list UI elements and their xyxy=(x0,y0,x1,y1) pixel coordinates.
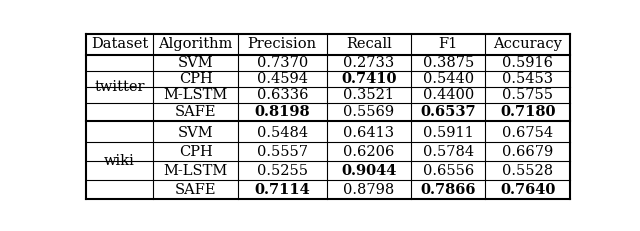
Text: wiki: wiki xyxy=(104,154,135,168)
Text: 0.8198: 0.8198 xyxy=(255,105,310,119)
Text: 0.5528: 0.5528 xyxy=(502,164,554,178)
Text: SAFE: SAFE xyxy=(175,183,216,197)
Text: 0.5755: 0.5755 xyxy=(502,88,553,102)
Text: 0.5453: 0.5453 xyxy=(502,72,554,86)
Text: Accuracy: Accuracy xyxy=(493,37,562,52)
Text: 0.6537: 0.6537 xyxy=(420,105,476,119)
Text: 0.5784: 0.5784 xyxy=(423,145,474,159)
Text: 0.8798: 0.8798 xyxy=(343,183,394,197)
Text: 0.3521: 0.3521 xyxy=(344,88,394,102)
Text: 0.9044: 0.9044 xyxy=(341,164,397,178)
Text: M-LSTM: M-LSTM xyxy=(164,164,228,178)
Text: 0.4400: 0.4400 xyxy=(422,88,474,102)
Text: 0.7370: 0.7370 xyxy=(257,56,308,70)
Text: 0.7410: 0.7410 xyxy=(341,72,397,86)
Text: 0.5911: 0.5911 xyxy=(423,126,474,140)
Text: Precision: Precision xyxy=(248,37,317,52)
Text: 0.7640: 0.7640 xyxy=(500,183,556,197)
Text: 0.3875: 0.3875 xyxy=(422,56,474,70)
Text: 0.6754: 0.6754 xyxy=(502,126,554,140)
Text: 0.5440: 0.5440 xyxy=(423,72,474,86)
Text: 0.5484: 0.5484 xyxy=(257,126,308,140)
Text: Dataset: Dataset xyxy=(91,37,148,52)
Text: 0.5916: 0.5916 xyxy=(502,56,553,70)
Text: 0.4594: 0.4594 xyxy=(257,72,308,86)
Text: 0.7114: 0.7114 xyxy=(255,183,310,197)
Text: CPH: CPH xyxy=(179,145,212,159)
Text: 0.5557: 0.5557 xyxy=(257,145,308,159)
Text: 0.5255: 0.5255 xyxy=(257,164,308,178)
Text: SVM: SVM xyxy=(178,126,214,140)
Text: twitter: twitter xyxy=(95,80,145,94)
Text: Recall: Recall xyxy=(346,37,392,52)
Text: 0.5569: 0.5569 xyxy=(343,105,394,119)
Text: 0.6413: 0.6413 xyxy=(343,126,394,140)
Text: SAFE: SAFE xyxy=(175,105,216,119)
Text: 0.2733: 0.2733 xyxy=(343,56,394,70)
Text: F1: F1 xyxy=(438,37,458,52)
Text: 0.6556: 0.6556 xyxy=(422,164,474,178)
Text: 0.6679: 0.6679 xyxy=(502,145,554,159)
Text: 0.7180: 0.7180 xyxy=(500,105,556,119)
Text: M-LSTM: M-LSTM xyxy=(164,88,228,102)
Text: Algorithm: Algorithm xyxy=(159,37,233,52)
Text: 0.6336: 0.6336 xyxy=(257,88,308,102)
Text: CPH: CPH xyxy=(179,72,212,86)
Text: SVM: SVM xyxy=(178,56,214,70)
Text: 0.6206: 0.6206 xyxy=(343,145,394,159)
Text: 0.7866: 0.7866 xyxy=(420,183,476,197)
